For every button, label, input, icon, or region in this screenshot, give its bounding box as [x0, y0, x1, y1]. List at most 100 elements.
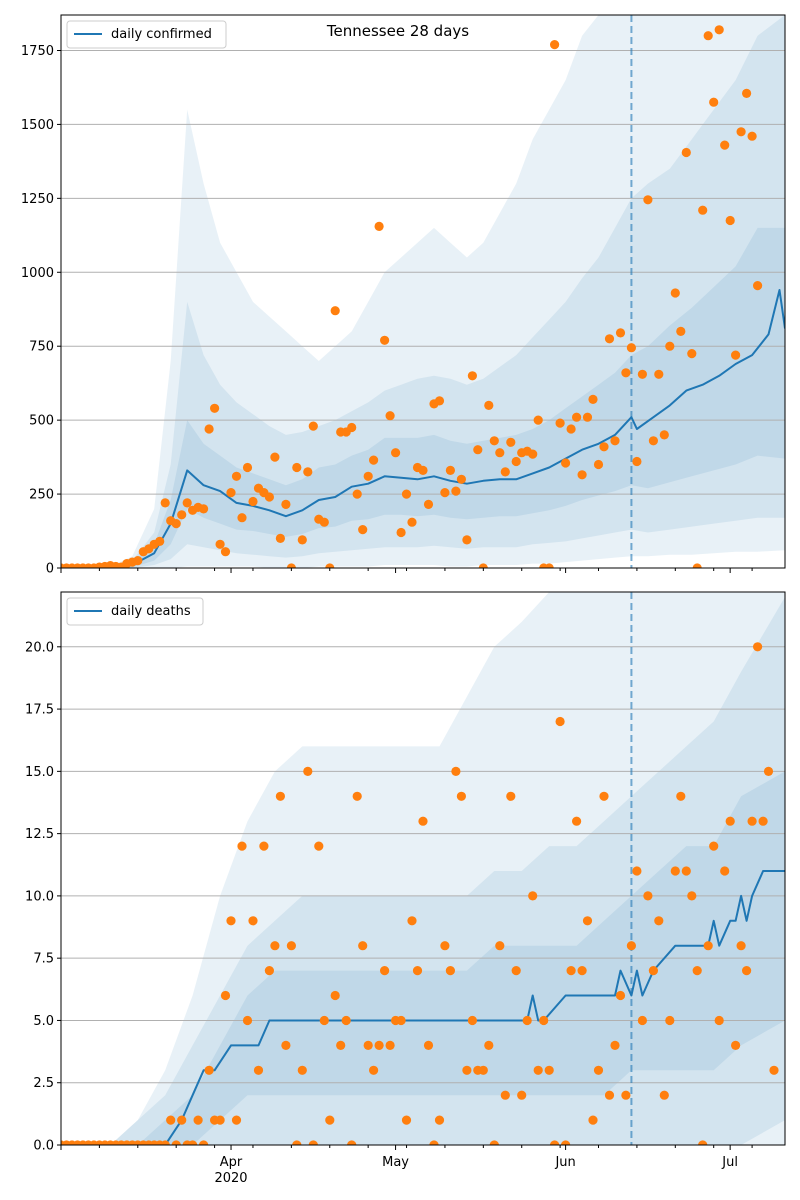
observed-point [709, 97, 719, 107]
observed-point [572, 816, 582, 826]
observed-point [412, 966, 423, 976]
observed-point [325, 1115, 335, 1125]
observed-point [369, 455, 379, 465]
observed-point [753, 642, 763, 652]
observed-point [451, 766, 461, 777]
observed-point [720, 140, 730, 150]
observed-point [769, 1065, 779, 1075]
observed-point [231, 1115, 242, 1125]
observed-point [615, 990, 626, 1001]
observed-point [429, 1140, 439, 1145]
observed-point [297, 1065, 307, 1075]
y-tick-label: 7.5 [33, 952, 54, 967]
y-tick-label: 1750 [21, 44, 54, 59]
observed-point [396, 1015, 406, 1026]
observed-point [489, 1140, 499, 1145]
observed-point [681, 147, 691, 158]
observed-point [588, 1115, 598, 1125]
observed-point [555, 418, 565, 428]
x-tick-year-label: 2020 [214, 1171, 247, 1186]
observed-point [177, 1115, 187, 1125]
observed-point [676, 791, 686, 801]
observed-point [599, 442, 609, 452]
observed-point [775, 0, 784, 5]
observed-point [604, 334, 615, 344]
observed-point [380, 966, 390, 976]
observed-point [698, 205, 708, 215]
observed-point [314, 841, 324, 851]
confirmed-panel: 0 250 500 750 1000 1250 1500 1750 Tennessee 28 … [21, 0, 786, 577]
observed-point [160, 1140, 170, 1145]
chart-title: Tennessee 28 days [326, 22, 469, 40]
observed-point [654, 916, 664, 926]
observed-point [764, 0, 773, 5]
observed-point [396, 527, 406, 538]
observed-point [177, 510, 187, 520]
observed-point [281, 1040, 291, 1050]
observed-point [522, 1015, 532, 1026]
y-tick-label: 2.5 [33, 1076, 54, 1091]
observed-point [528, 449, 538, 459]
observed-point [692, 563, 702, 568]
observed-point [210, 403, 220, 413]
observed-point [188, 1140, 198, 1145]
observed-point [495, 448, 505, 458]
y-tick-label: 0 [46, 562, 54, 577]
y-tick-label: 750 [29, 340, 54, 355]
observed-point [385, 411, 395, 421]
observed-point [725, 215, 735, 226]
observed-point [182, 498, 192, 508]
observed-point [665, 1015, 675, 1026]
observed-point [275, 791, 285, 801]
observed-point [687, 891, 697, 901]
observed-point [478, 1065, 488, 1075]
observed-point [681, 866, 691, 876]
observed-point [577, 470, 587, 480]
observed-point [286, 563, 296, 568]
observed-point [517, 1090, 527, 1100]
observed-point [572, 412, 582, 422]
observed-point [670, 866, 680, 876]
observed-point [226, 488, 236, 498]
y-tick-label: 12.5 [25, 827, 54, 842]
observed-point [308, 421, 318, 431]
observed-point [237, 841, 247, 851]
y-tick-label: 17.5 [25, 703, 54, 718]
observed-point [731, 350, 741, 360]
observed-point [423, 1040, 434, 1050]
y-tick-label: 10.0 [25, 889, 54, 904]
confirmed-uncertainty-bands [82, 15, 785, 568]
observed-point [292, 1140, 302, 1145]
y-tick-label: 500 [29, 414, 54, 429]
y-tick-label: 15.0 [25, 765, 54, 780]
observed-point [561, 1140, 571, 1145]
observed-point [528, 891, 538, 901]
observed-point [533, 415, 543, 425]
uncertainty-band-3 [82, 227, 785, 568]
observed-point [462, 1065, 472, 1075]
observed-point [709, 841, 719, 851]
y-tick-label: 1500 [21, 118, 54, 133]
y-tick-label: 1000 [21, 266, 54, 281]
legend-box [66, 597, 204, 626]
observed-point [731, 1040, 741, 1050]
observed-point [758, 816, 768, 826]
observed-point [133, 556, 143, 566]
observed-point [193, 1115, 203, 1125]
x-tick-label: Jul [721, 1155, 738, 1170]
observed-point [703, 31, 713, 41]
observed-point [215, 1115, 225, 1125]
axes-frame [60, 14, 786, 569]
observed-point [714, 1015, 724, 1026]
observed-point [352, 791, 362, 801]
observed-point [264, 966, 274, 976]
observed-point [259, 841, 269, 851]
observed-point [171, 519, 181, 529]
observed-point [654, 369, 664, 379]
observed-point [407, 916, 417, 926]
observed-point [319, 1015, 329, 1026]
observed-point [434, 1115, 445, 1125]
observed-point [769, 0, 778, 5]
observed-point [484, 1040, 494, 1050]
observed-point [292, 462, 302, 473]
